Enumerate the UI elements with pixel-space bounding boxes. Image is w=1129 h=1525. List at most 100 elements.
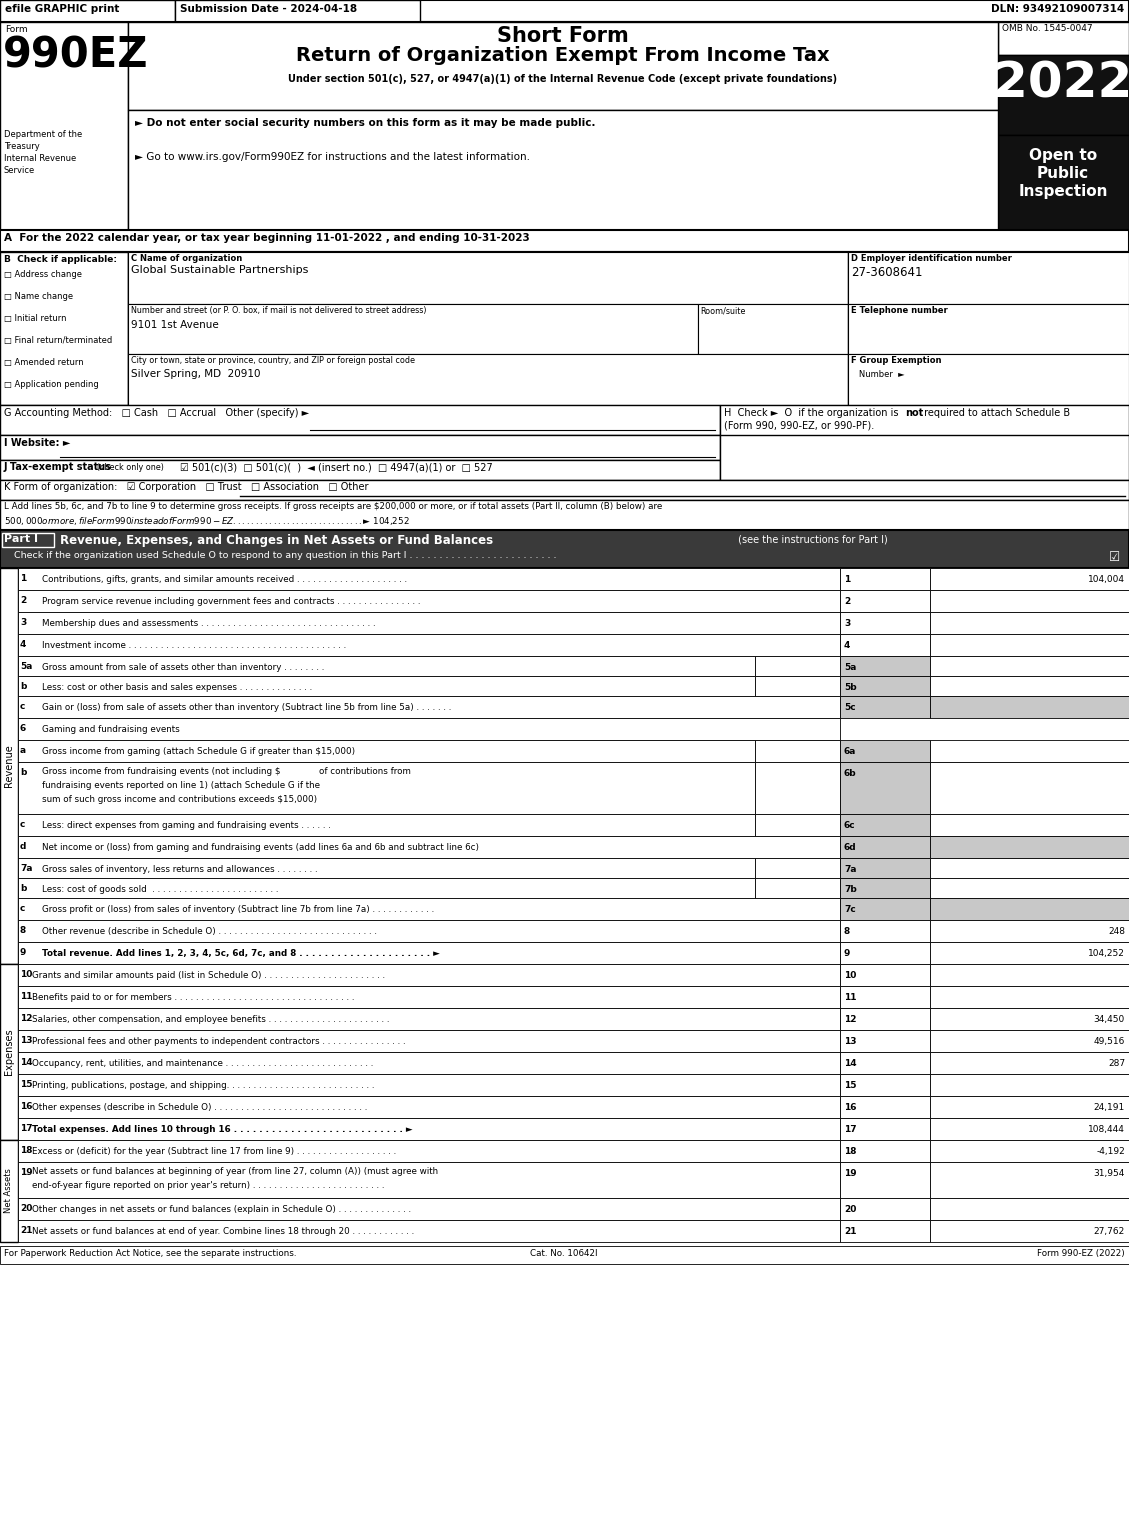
Bar [840, 898, 930, 920]
Text: 104,004: 104,004 [1088, 575, 1124, 584]
Text: (Form 990, 990-EZ, or 990-PF).: (Form 990, 990-EZ, or 990-PF). [724, 421, 874, 432]
Text: 19: 19 [20, 1168, 33, 1177]
Text: □ Address change: □ Address change [5, 270, 82, 279]
Text: Submission Date - 2024-04-18: Submission Date - 2024-04-18 [180, 5, 357, 14]
Text: 2022: 2022 [994, 59, 1129, 108]
Text: B  Check if applicable:: B Check if applicable: [5, 255, 117, 264]
Text: Net assets or fund balances at beginning of year (from line 27, column (A)) (mus: Net assets or fund balances at beginning… [32, 1167, 438, 1176]
Text: (see the instructions for Part I): (see the instructions for Part I) [735, 534, 887, 544]
Bar [18, 898, 840, 920]
Text: required to attach Schedule B: required to attach Schedule B [921, 409, 1070, 418]
Text: K Form of organization:   ☑ Corporation   □ Trust   □ Association   □ Other: K Form of organization: ☑ Corporation □ … [5, 482, 368, 493]
Text: a: a [20, 746, 26, 755]
Text: 287: 287 [1108, 1058, 1124, 1068]
Text: Other expenses (describe in Schedule O) . . . . . . . . . . . . . . . . . . . . : Other expenses (describe in Schedule O) … [32, 1103, 367, 1112]
Text: Net assets or fund balances at end of year. Combine lines 18 through 20 . . . . : Net assets or fund balances at end of ye… [32, 1228, 414, 1235]
Text: Membership dues and assessments . . . . . . . . . . . . . . . . . . . . . . . . : Membership dues and assessments . . . . … [42, 619, 376, 628]
Bar [840, 1029, 930, 1052]
Bar [720, 435, 1129, 480]
Text: □ Application pending: □ Application pending [5, 380, 98, 389]
Text: 27,762: 27,762 [1094, 1228, 1124, 1235]
Text: c: c [20, 820, 25, 830]
Text: 2: 2 [844, 596, 850, 605]
Bar [18, 1162, 840, 1199]
Text: 18: 18 [20, 1145, 33, 1154]
Bar [930, 762, 1129, 814]
Text: 6d: 6d [844, 843, 857, 852]
Text: 9: 9 [844, 949, 850, 958]
Text: Internal Revenue: Internal Revenue [5, 154, 77, 163]
Text: Short Form: Short Form [497, 26, 629, 46]
Text: 11: 11 [20, 991, 33, 1000]
Text: 21: 21 [20, 1226, 33, 1235]
Bar [18, 942, 840, 964]
Text: Public: Public [1036, 166, 1089, 181]
Bar [840, 676, 930, 695]
Text: Occupancy, rent, utilities, and maintenance . . . . . . . . . . . . . . . . . . : Occupancy, rent, utilities, and maintena… [32, 1058, 374, 1068]
Text: end-of-year figure reported on prior year's return) . . . . . . . . . . . . . . : end-of-year figure reported on prior yea… [32, 1180, 385, 1190]
Text: 14: 14 [20, 1058, 33, 1068]
Bar [755, 656, 840, 676]
Text: Less: cost of goods sold  . . . . . . . . . . . . . . . . . . . . . . . .: Less: cost of goods sold . . . . . . . .… [42, 884, 279, 894]
Text: Department of the: Department of the [5, 130, 82, 139]
Text: Expenses: Expenses [5, 1029, 14, 1075]
Bar [840, 859, 930, 878]
Text: Number  ►: Number ► [851, 371, 904, 380]
Text: 7b: 7b [844, 884, 857, 894]
Text: Gross income from gaming (attach Schedule G if greater than $15,000): Gross income from gaming (attach Schedul… [42, 747, 356, 756]
Text: Other changes in net assets or fund balances (explain in Schedule O) . . . . . .: Other changes in net assets or fund bala… [32, 1205, 411, 1214]
Bar [840, 762, 930, 814]
Bar [930, 859, 1129, 878]
Text: 12: 12 [20, 1014, 33, 1023]
Bar [0, 230, 1129, 252]
Text: Check if the organization used Schedule O to respond to any question in this Par: Check if the organization used Schedule … [14, 551, 557, 560]
Bar [0, 252, 128, 406]
Bar [18, 1029, 840, 1052]
Bar [18, 1141, 840, 1162]
Text: DLN: 93492109007314: DLN: 93492109007314 [991, 5, 1124, 14]
Bar [930, 898, 1129, 920]
Text: City or town, state or province, country, and ZIP or foreign postal code: City or town, state or province, country… [131, 355, 415, 364]
Bar [840, 814, 930, 836]
Text: 17: 17 [20, 1124, 33, 1133]
Text: □ Initial return: □ Initial return [5, 314, 67, 323]
Bar [18, 859, 755, 878]
Text: 15: 15 [844, 1081, 857, 1090]
Bar [0, 252, 1129, 406]
Bar [18, 1052, 840, 1074]
Bar [930, 1220, 1129, 1241]
Text: 49,516: 49,516 [1094, 1037, 1124, 1046]
Bar [930, 1141, 1129, 1162]
Bar [930, 1008, 1129, 1029]
Bar [18, 762, 755, 814]
Bar [18, 814, 755, 836]
Bar [930, 878, 1129, 898]
Bar [128, 303, 698, 354]
Bar [18, 878, 755, 898]
Bar [840, 590, 930, 612]
Text: 2: 2 [20, 596, 26, 605]
Text: 990EZ: 990EZ [3, 34, 149, 76]
Bar [840, 1199, 930, 1220]
Text: c: c [20, 904, 25, 913]
Text: Number and street (or P. O. box, if mail is not delivered to street address): Number and street (or P. O. box, if mail… [131, 307, 427, 316]
Text: Part I: Part I [5, 534, 38, 544]
Bar [0, 461, 720, 480]
Text: Form 990-EZ (2022): Form 990-EZ (2022) [1038, 1249, 1124, 1258]
Text: □ Amended return: □ Amended return [5, 358, 84, 368]
Text: Excess or (deficit) for the year (Subtract line 17 from line 9) . . . . . . . . : Excess or (deficit) for the year (Subtra… [32, 1147, 396, 1156]
Text: 1: 1 [20, 573, 26, 583]
Text: Open to: Open to [1029, 148, 1097, 163]
Bar [930, 740, 1129, 762]
Text: 16: 16 [20, 1103, 33, 1112]
Text: Program service revenue including government fees and contracts . . . . . . . . : Program service revenue including govern… [42, 596, 420, 605]
Text: 15: 15 [20, 1080, 33, 1089]
Bar [18, 1096, 840, 1118]
Text: Net Assets: Net Assets [5, 1168, 14, 1214]
Bar [18, 656, 755, 676]
Text: I Website: ►: I Website: ► [5, 438, 70, 448]
Bar [18, 634, 840, 656]
Text: 6a: 6a [844, 747, 857, 756]
Bar [840, 920, 930, 942]
Text: c: c [20, 702, 25, 711]
